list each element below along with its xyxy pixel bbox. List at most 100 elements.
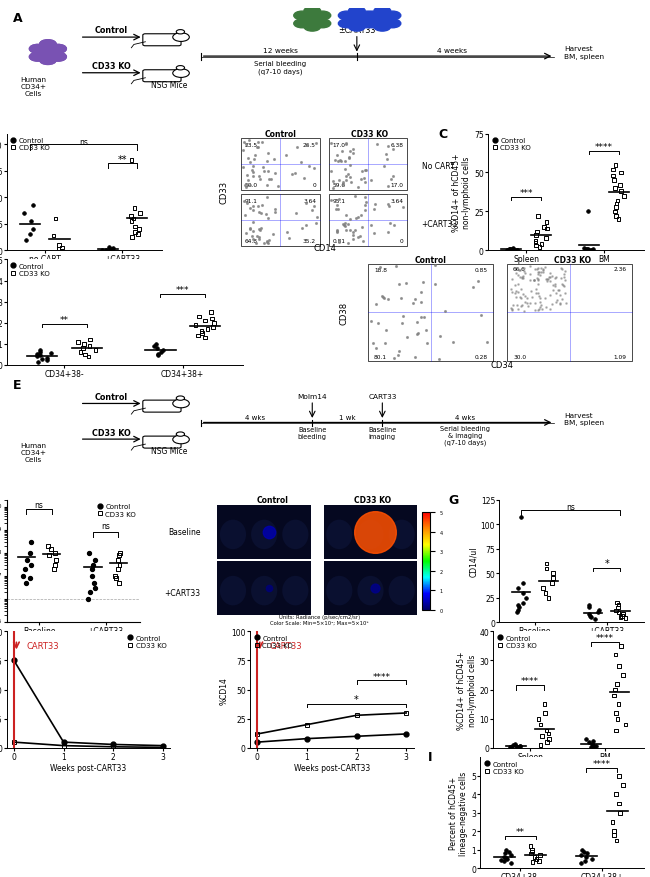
Point <box>107 243 118 257</box>
Point <box>190 318 201 332</box>
Point <box>332 198 343 212</box>
Point <box>526 846 536 860</box>
Point <box>510 287 520 301</box>
Point <box>505 848 515 862</box>
Point <box>517 269 528 283</box>
Legend: Control, CD33 KO: Control, CD33 KO <box>10 138 50 152</box>
CD33 KO <box>303 719 311 730</box>
Point <box>512 243 523 257</box>
Point <box>381 324 391 338</box>
Point <box>255 173 265 187</box>
Point <box>609 824 619 838</box>
Point <box>533 273 543 287</box>
Point <box>197 327 207 341</box>
Point <box>107 242 118 256</box>
Point <box>256 206 266 220</box>
Point <box>391 260 402 275</box>
Point <box>560 287 570 301</box>
Circle shape <box>29 46 46 54</box>
Point <box>126 210 136 224</box>
Point <box>200 332 210 346</box>
Point <box>620 611 630 625</box>
Point <box>612 194 623 208</box>
Point <box>302 139 312 153</box>
Circle shape <box>29 53 46 62</box>
Point <box>239 178 250 192</box>
Point <box>341 137 351 151</box>
Point <box>506 740 517 754</box>
Text: +CART33: +CART33 <box>164 588 200 597</box>
Point <box>537 730 547 744</box>
Point <box>551 270 561 284</box>
Point <box>541 232 551 246</box>
Point <box>46 347 57 361</box>
Point <box>193 329 203 343</box>
Point <box>252 136 263 150</box>
Point <box>57 241 68 255</box>
Text: Harvest: Harvest <box>564 412 593 418</box>
Text: CD34: CD34 <box>490 360 514 369</box>
Point <box>536 303 547 317</box>
Text: 0: 0 <box>312 183 316 188</box>
Point <box>358 235 369 249</box>
Point <box>513 303 523 317</box>
Point <box>90 581 101 595</box>
Text: 4 wks: 4 wks <box>245 414 265 420</box>
Circle shape <box>50 46 66 54</box>
Circle shape <box>364 12 380 21</box>
Point <box>25 546 36 560</box>
Point <box>289 167 300 181</box>
Text: 1.09: 1.09 <box>614 354 627 360</box>
Point <box>129 225 140 239</box>
Point <box>521 591 531 605</box>
Point <box>581 243 592 257</box>
Point <box>156 346 166 360</box>
Text: CD33 KO: CD33 KO <box>92 62 131 71</box>
Point <box>79 338 89 352</box>
Text: (q7-10 days): (q7-10 days) <box>258 68 303 75</box>
Point <box>518 595 528 610</box>
Text: Human
CD34+
Cells: Human CD34+ Cells <box>20 443 46 463</box>
Point <box>338 217 348 232</box>
Point <box>242 196 252 210</box>
Point <box>556 278 567 292</box>
Point <box>590 612 600 626</box>
CD33 KO <box>159 742 166 752</box>
Point <box>515 292 526 306</box>
Point <box>527 290 538 304</box>
Point <box>541 301 551 315</box>
Point <box>515 282 526 296</box>
Point <box>242 168 253 182</box>
Point <box>344 170 355 184</box>
Point <box>512 244 522 258</box>
Point <box>554 297 565 311</box>
Point <box>519 262 530 276</box>
Point <box>89 576 99 590</box>
Point <box>608 174 619 188</box>
Point <box>585 610 595 624</box>
Point <box>614 606 624 620</box>
Point <box>25 559 36 573</box>
Point <box>614 660 624 674</box>
Point <box>79 348 90 362</box>
Point <box>129 202 140 216</box>
Point <box>515 739 525 753</box>
Point <box>348 226 358 240</box>
Point <box>578 241 589 255</box>
Point <box>339 217 350 231</box>
Point <box>343 237 354 251</box>
Point <box>560 265 571 279</box>
Point <box>19 207 29 221</box>
Point <box>538 262 549 276</box>
Point <box>344 212 355 226</box>
Point <box>133 228 144 242</box>
Point <box>398 200 408 214</box>
Point <box>44 549 54 563</box>
Point <box>254 205 265 219</box>
Point <box>292 140 302 154</box>
Point <box>533 265 543 279</box>
Circle shape <box>384 20 401 29</box>
Point <box>508 738 518 752</box>
Circle shape <box>50 53 66 62</box>
Point <box>352 231 363 245</box>
